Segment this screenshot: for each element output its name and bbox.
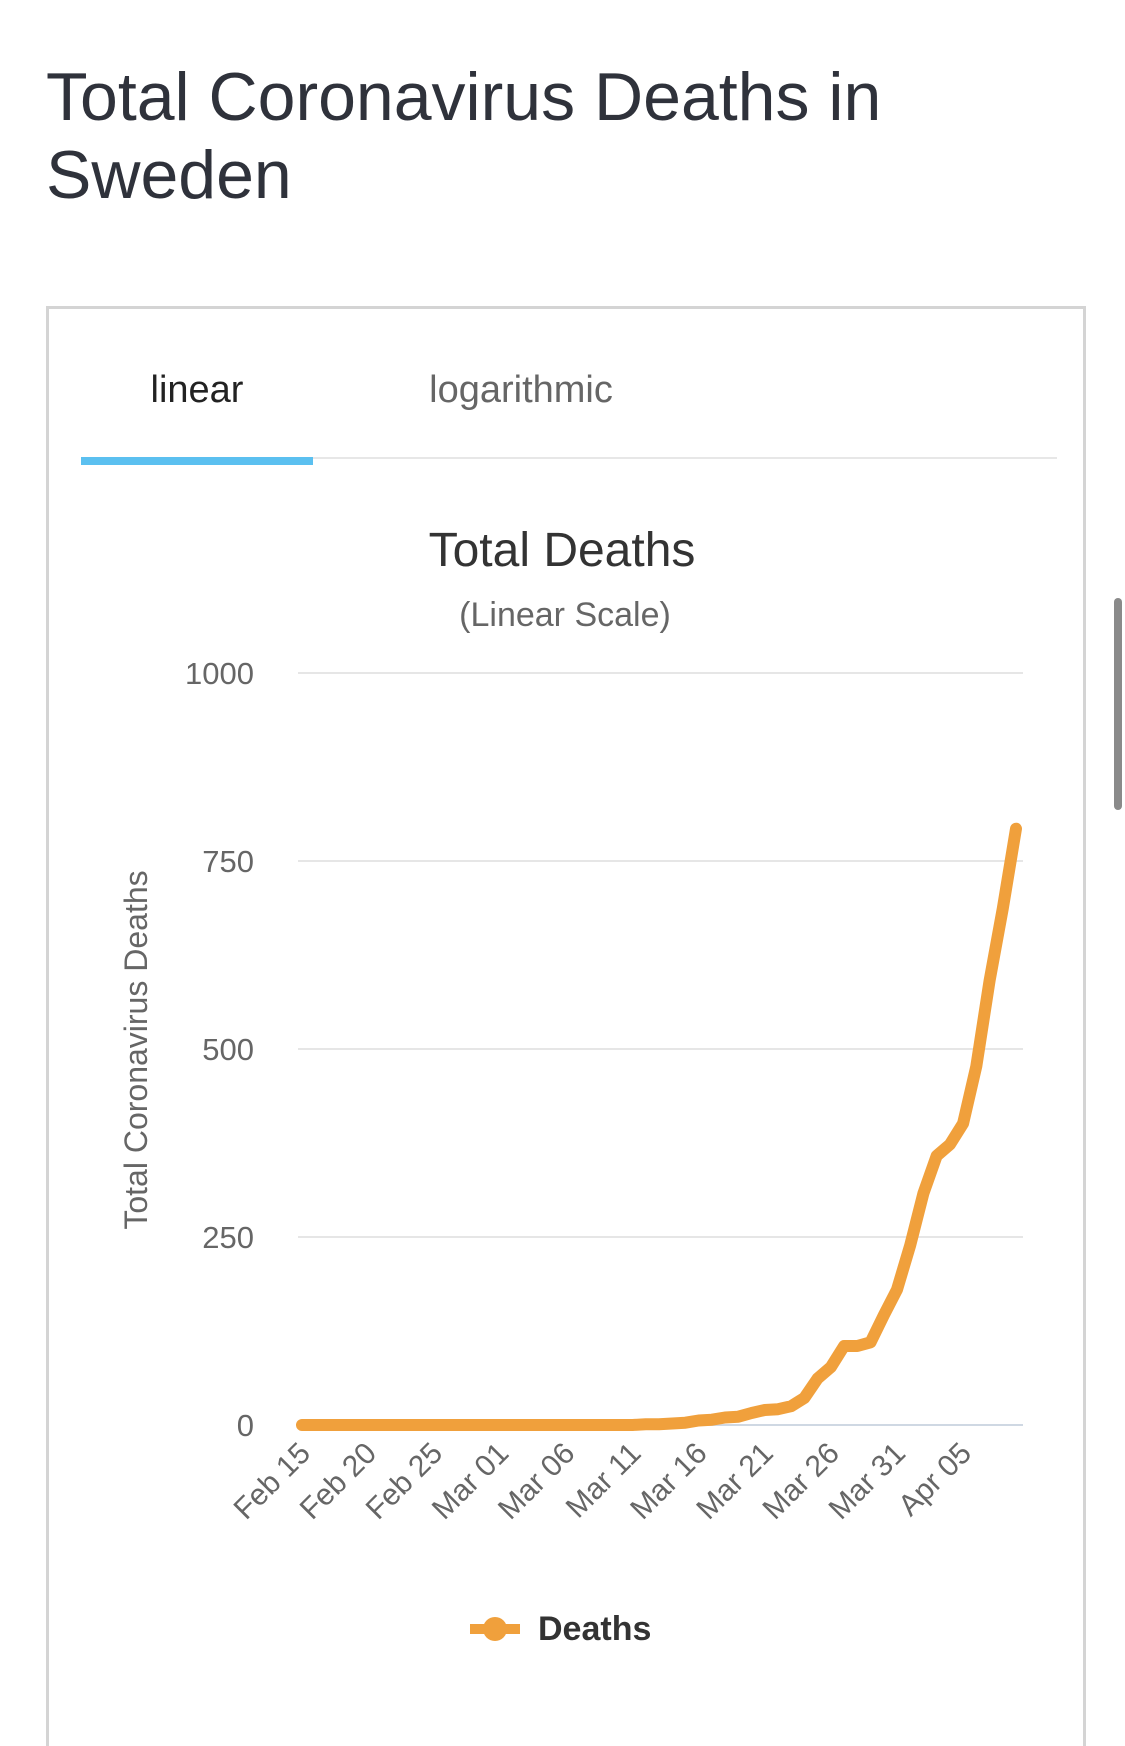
y-tick-label: 750 [202,844,254,879]
scale-tabs: linear logarithmic [81,309,1057,465]
y-tick-label: 250 [202,1220,254,1255]
tab-logarithmic[interactable]: logarithmic [429,369,613,411]
y-tick-label: 0 [237,1408,254,1443]
gridlines [298,672,1023,1426]
chart-card: linear logarithmic [46,306,1086,1746]
active-tab-indicator [81,457,313,465]
legend-swatch [470,1617,520,1641]
chart-legend[interactable]: Deaths [470,1604,651,1654]
x-tick-label: Mar 06 [492,1437,581,1526]
chart-subtitle: (Linear Scale) [459,596,671,634]
x-tick-label: Mar 31 [823,1437,912,1526]
page-title: Total Coronavirus Deaths in Sweden [46,59,882,213]
chart-svg: Total Deaths (Linear Scale) Total Corona… [118,524,1023,1526]
x-tick-label: Apr 05 [892,1437,978,1523]
legend-label-deaths: Deaths [538,1609,652,1648]
y-axis-label: Total Coronavirus Deaths [118,870,154,1229]
tab-linear[interactable]: linear [150,369,244,411]
scrollbar[interactable] [1114,598,1122,810]
series-line-deaths [296,822,1022,1431]
y-tick-label: 1000 [185,656,254,691]
y-tick-label: 500 [202,1032,254,1067]
y-axis-ticks: 0 250 500 750 1000 [185,656,254,1443]
chart-title: Total Deaths [429,524,696,577]
series-deaths [296,822,1022,1431]
